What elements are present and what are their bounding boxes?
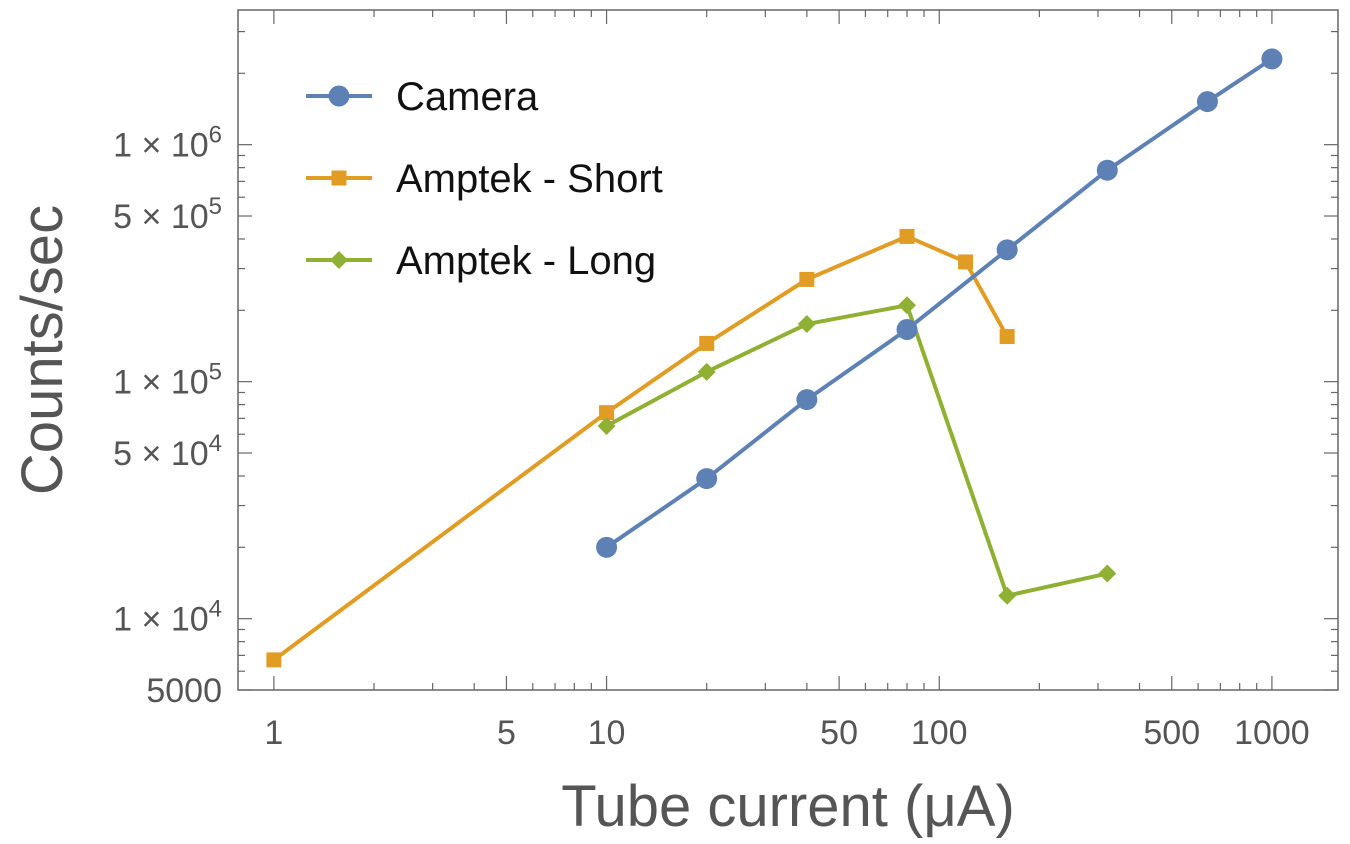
data-point-camera <box>596 536 618 558</box>
data-point-camera <box>896 318 918 340</box>
series-line-amptek-long <box>605 303 1108 598</box>
y-tick-label: 1 × 105 <box>113 359 222 402</box>
data-point-camera <box>996 239 1018 261</box>
y-tick-label: 1 × 104 <box>113 596 222 639</box>
x-tick-label: 5 <box>497 714 516 752</box>
data-point-amptek-long <box>898 296 917 315</box>
legend-label: Amptek - Short <box>396 157 663 201</box>
data-point-camera <box>696 468 718 490</box>
y-tick-label: 1 × 106 <box>113 122 222 165</box>
legend-item-amptek-short: Amptek - Short <box>306 157 663 201</box>
data-point-camera <box>1096 159 1118 181</box>
data-point-amptek-short <box>958 254 974 270</box>
data-point-amptek-short <box>599 405 615 421</box>
data-point-amptek-long <box>998 586 1017 605</box>
series-camera <box>596 48 1283 558</box>
x-tick-label: 50 <box>820 714 858 752</box>
x-tick-label: 1000 <box>1234 714 1310 752</box>
data-point-amptek-long <box>797 315 816 334</box>
legend-label: Amptek - Long <box>396 239 656 283</box>
data-point-amptek-long <box>1098 564 1117 583</box>
y-axis-title: Counts/sec <box>10 205 75 495</box>
x-tick-label: 500 <box>1143 714 1200 752</box>
legend-swatch-marker <box>331 170 347 186</box>
y-tick-label: 5 × 105 <box>113 193 222 236</box>
data-point-amptek-short <box>899 228 915 244</box>
data-point-amptek-short <box>266 652 282 668</box>
axis-ticks <box>238 10 1338 691</box>
data-point-camera <box>1196 91 1218 113</box>
legend-label: Camera <box>396 75 539 119</box>
y-tick-label: 5 × 104 <box>113 430 222 473</box>
data-point-amptek-short <box>799 271 815 287</box>
series-line-camera <box>605 57 1274 549</box>
data-point-amptek-short <box>999 329 1015 345</box>
x-axis-title: Tube current (μA) <box>561 774 1015 839</box>
legend-swatch-marker <box>330 251 348 269</box>
plot-frame <box>237 9 1339 691</box>
series-amptek-short <box>266 228 1015 668</box>
x-tick-label: 10 <box>588 714 626 752</box>
x-tick-label: 1 <box>264 714 283 752</box>
series-layer <box>266 48 1283 668</box>
data-point-camera <box>796 389 818 411</box>
legend-item-camera: Camera <box>306 75 539 119</box>
legend-swatch-marker <box>328 85 350 107</box>
series-amptek-long <box>597 296 1117 605</box>
y-tick-label: 5000 <box>146 672 222 710</box>
data-point-amptek-long <box>597 416 616 435</box>
x-tick-label: 100 <box>911 714 968 752</box>
legend-item-amptek-long: Amptek - Long <box>306 239 656 283</box>
data-point-amptek-short <box>699 335 715 351</box>
data-point-camera <box>1261 48 1283 70</box>
legend: Camera Amptek - Short Amptek - Long <box>306 75 663 283</box>
data-point-amptek-long <box>697 362 716 381</box>
series-line-amptek-short <box>272 234 1009 662</box>
tick-labels: 1 5 10 50 100 500 1000 5000 1 × 104 5 × 104 1 × 10… <box>113 122 1310 752</box>
